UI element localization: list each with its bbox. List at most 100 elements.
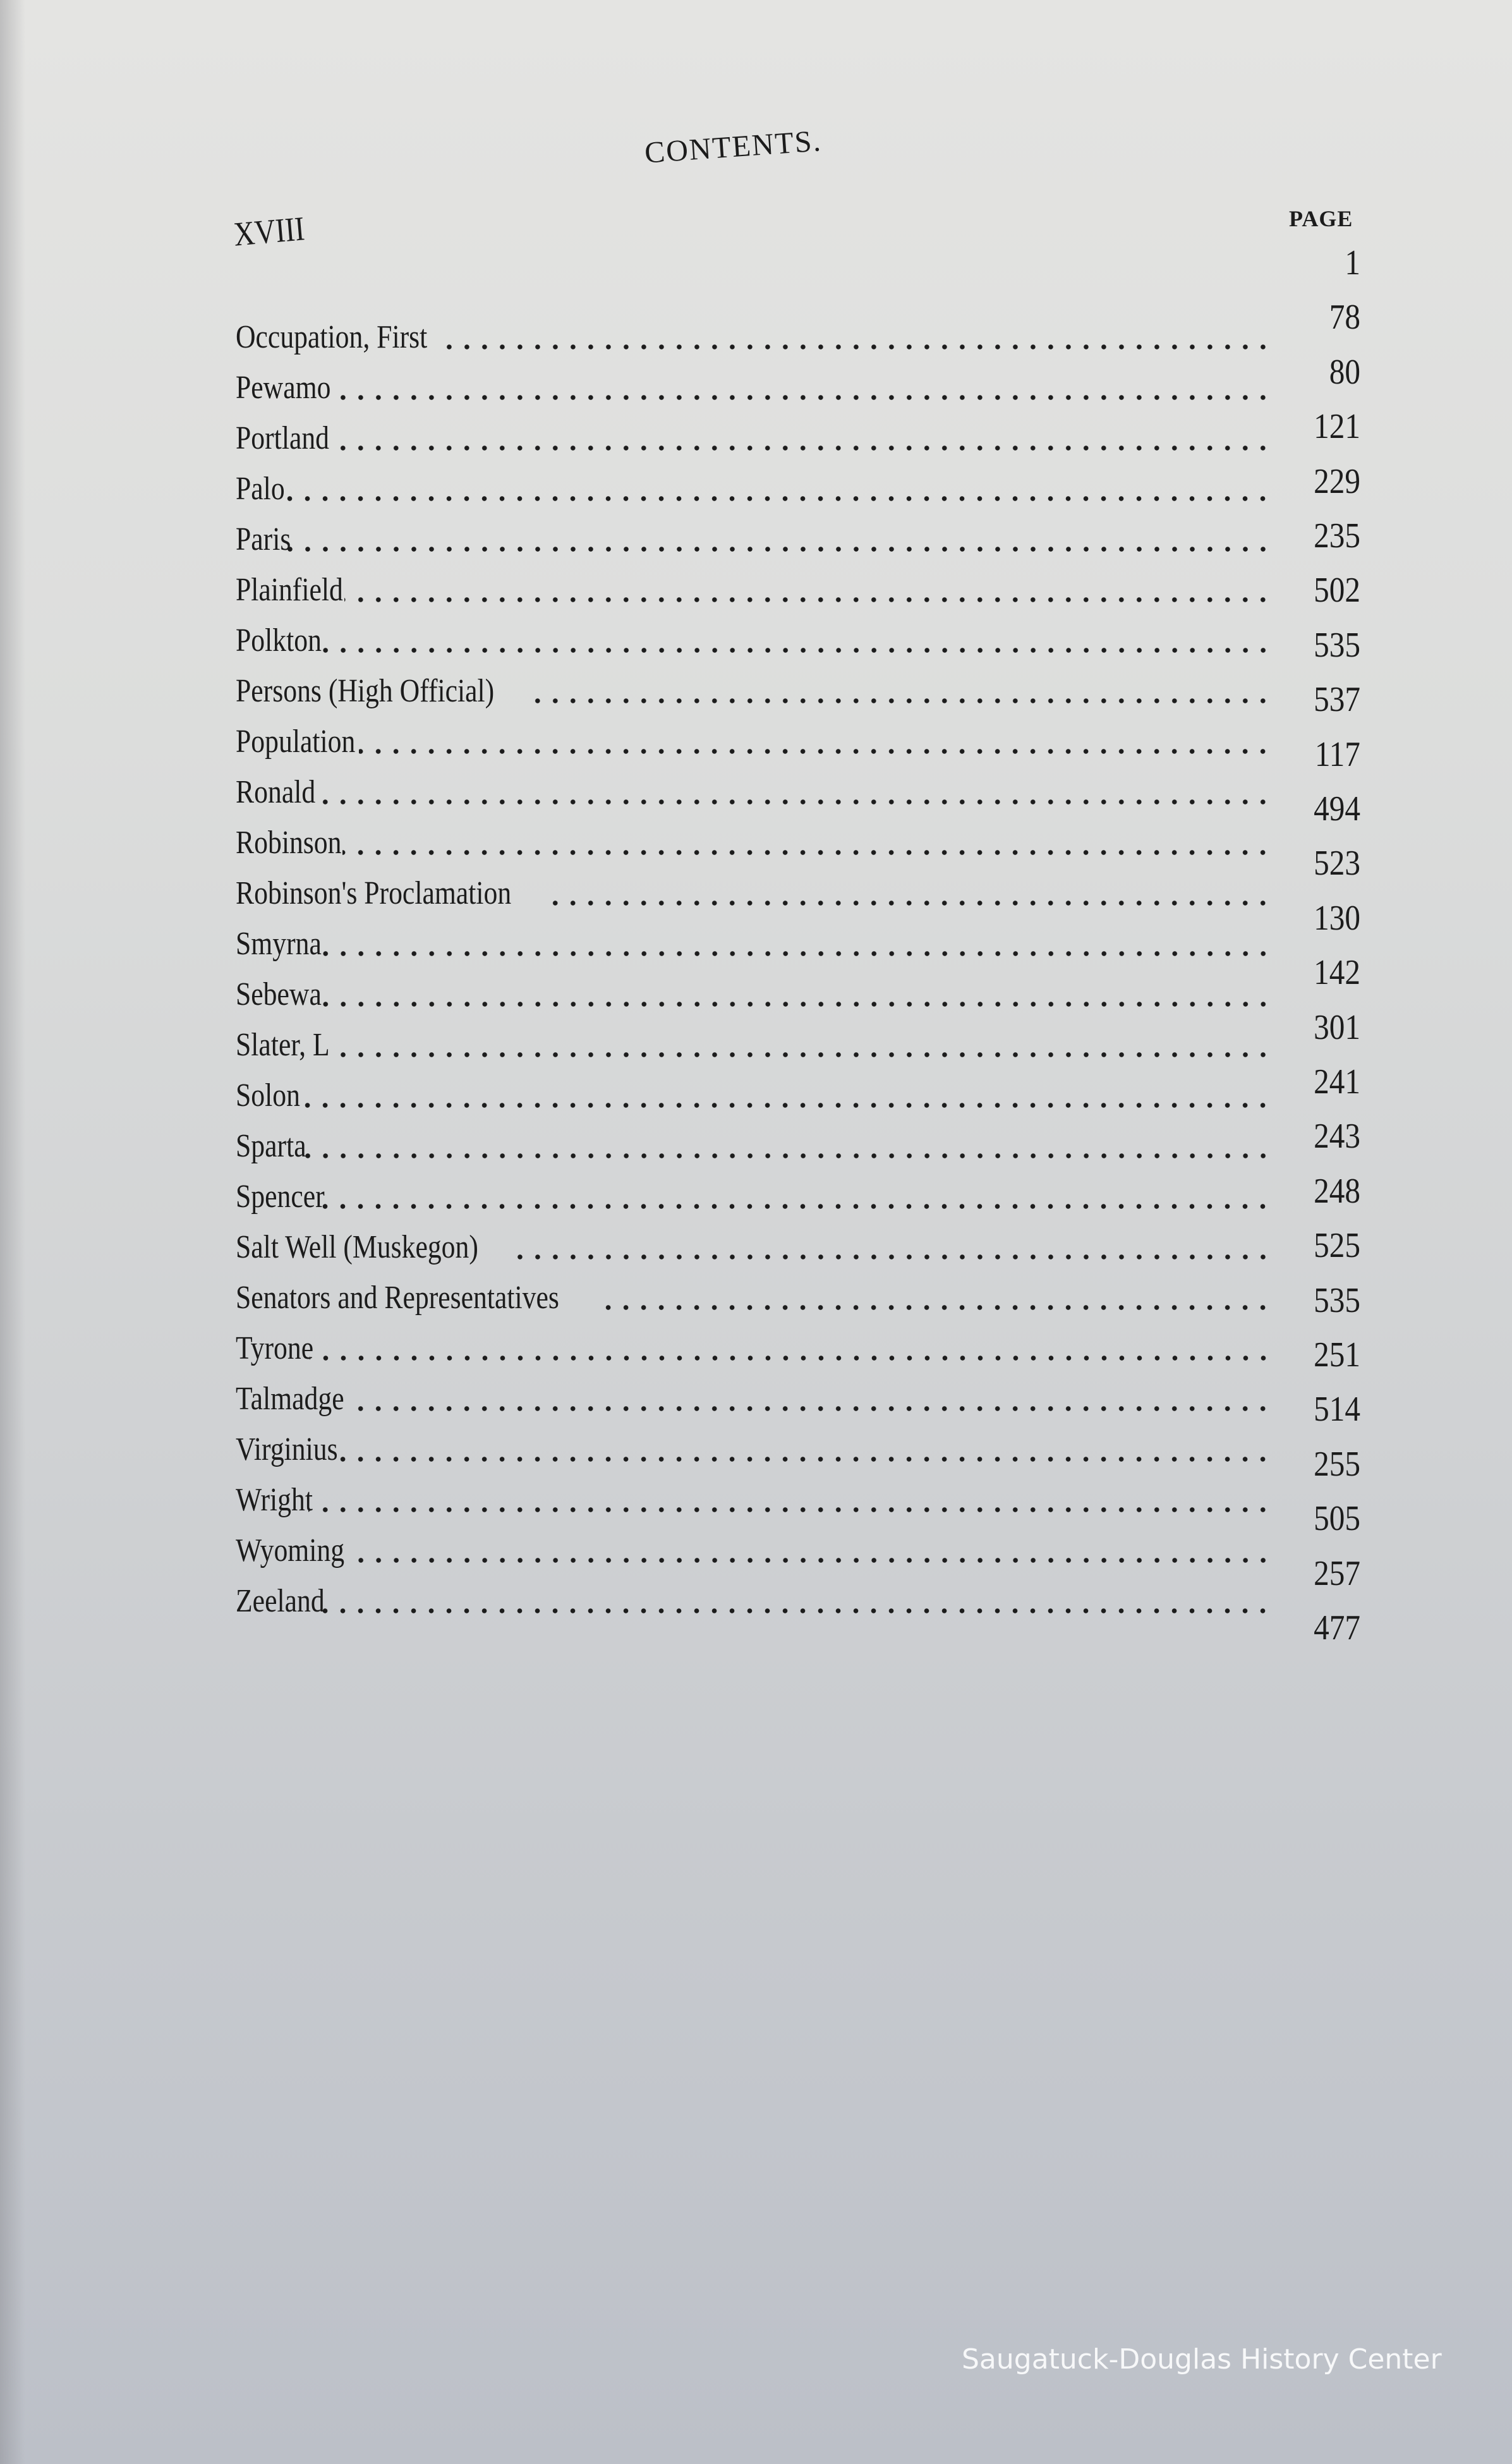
page-column-label: PAGE: [1289, 206, 1353, 231]
entry-title: Sebewa: [236, 976, 322, 1012]
page-number: 251: [1314, 1335, 1360, 1375]
entry-title: Polkton: [236, 622, 322, 658]
page-number: 80: [1329, 352, 1360, 392]
page-number: 121: [1314, 407, 1360, 447]
dot-leader: [346, 1404, 1272, 1413]
contents-entry: Salt Well (Muskegon): [236, 1226, 1272, 1264]
contents-entry: Talmadge: [236, 1378, 1272, 1416]
entry-title: Robinson's Proclamation: [236, 875, 512, 911]
entry-title: Plainfield: [236, 572, 343, 608]
entry-title: Occupation, First: [236, 319, 428, 355]
page-title: CONTENTS.: [643, 124, 823, 170]
contents-entry: Tyrone: [236, 1327, 1272, 1365]
entry-title: Senators and Representatives: [236, 1280, 559, 1316]
page-number: 502: [1314, 571, 1360, 610]
page-edge-shadow: [0, 0, 25, 2464]
page-number: 142: [1314, 953, 1360, 993]
contents-entry: Persons (High Official): [236, 670, 1272, 708]
entry-title: Talmadge: [236, 1381, 344, 1417]
contents-entry: Robinson: [236, 822, 1272, 859]
contents-entry: Spencer: [236, 1175, 1272, 1213]
page-number: 78: [1329, 298, 1360, 337]
contents-entry: Slater, L: [236, 1024, 1272, 1062]
page-number: 525: [1314, 1226, 1360, 1266]
entry-title: Smyrna: [236, 926, 322, 962]
entry-title: Wyoming: [236, 1532, 345, 1569]
page-number: 477: [1314, 1608, 1360, 1648]
dot-leader: [309, 1354, 1272, 1362]
entry-title: Sparta: [236, 1128, 306, 1164]
page-number: 494: [1314, 789, 1360, 828]
page-number: 537: [1314, 680, 1360, 720]
contents-entry: Pewamo: [236, 367, 1272, 404]
entry-title: Paris: [236, 521, 291, 557]
page-number: 301: [1314, 1007, 1360, 1047]
entry-title: Tyrone: [236, 1330, 314, 1366]
dot-leader: [308, 1505, 1272, 1514]
entry-title: Pewamo: [236, 370, 331, 406]
dot-leader: [318, 1000, 1272, 1009]
page-number: 229: [1314, 461, 1360, 501]
dot-leader: [505, 1253, 1272, 1261]
dot-leader: [311, 798, 1272, 806]
contents-entry: Wright: [236, 1479, 1272, 1517]
page-number: 535: [1314, 625, 1360, 665]
contents-entry: Robinson's Proclamation: [236, 872, 1272, 910]
entry-title: Salt Well (Muskegon): [236, 1229, 478, 1265]
dot-leader: [318, 949, 1272, 958]
contents-entry: Occupation, First: [236, 316, 1272, 354]
entry-title: Solon: [236, 1077, 300, 1114]
page-number: 255: [1314, 1444, 1360, 1484]
dot-leader: [322, 1606, 1272, 1615]
dot-leader: [328, 444, 1272, 452]
page-number: 117: [1314, 734, 1360, 774]
contents-entry: Senators and Representatives: [236, 1277, 1272, 1314]
dot-leader: [322, 1202, 1272, 1211]
contents-entry: Portland: [236, 417, 1272, 455]
dot-leader: [346, 1556, 1272, 1565]
dot-leader: [359, 747, 1272, 756]
contents-entry: Plainfield: [236, 569, 1272, 607]
page-number: 505: [1314, 1499, 1360, 1539]
contents-entry: Smyrna: [236, 923, 1272, 961]
page-number: 241: [1314, 1062, 1360, 1102]
watermark: Saugatuck-Douglas History Center: [962, 2343, 1442, 2376]
dot-leader: [293, 1101, 1272, 1110]
entry-title: Spencer: [236, 1179, 325, 1215]
dot-leader: [282, 545, 1272, 554]
page-number: 235: [1314, 516, 1360, 555]
page-number: 248: [1314, 1171, 1360, 1211]
page-number: 257: [1314, 1553, 1360, 1593]
volume-number: XVIII: [232, 209, 306, 253]
dot-leader: [338, 1455, 1272, 1464]
contents-entry: Palo: [236, 468, 1272, 506]
contents-entry: Ronald: [236, 771, 1272, 809]
contents-entry: Zeeland: [236, 1580, 1272, 1618]
dot-leader: [300, 1151, 1272, 1160]
page-number: 523: [1314, 844, 1360, 883]
entry-title: Population: [236, 724, 356, 760]
entry-title: Wright: [236, 1482, 313, 1518]
contents-entry: Paris: [236, 518, 1272, 556]
dot-leader: [602, 1303, 1272, 1312]
entry-title: Zeeland: [236, 1583, 325, 1619]
contents-entry: Virginius: [236, 1428, 1272, 1466]
dot-leader: [545, 899, 1272, 907]
page-number: 243: [1314, 1117, 1360, 1156]
entry-title: Palo: [236, 471, 285, 507]
contents-entry: Sebewa: [236, 973, 1272, 1011]
page-number: 1: [1345, 243, 1360, 282]
dot-leader: [275, 494, 1272, 503]
dot-leader: [318, 646, 1272, 655]
contents-entry: Wyoming: [236, 1529, 1272, 1567]
contents-entry: Polkton: [236, 619, 1272, 657]
page-number: 130: [1314, 898, 1360, 938]
page-number: 535: [1314, 1280, 1360, 1320]
entry-title: Portland: [236, 420, 330, 456]
dot-leader: [524, 696, 1272, 705]
dot-leader: [344, 595, 1272, 604]
contents-entry: Sparta: [236, 1125, 1272, 1163]
entry-title: Robinson: [236, 825, 342, 861]
dot-leader: [330, 393, 1272, 402]
page-number: 514: [1314, 1390, 1360, 1429]
